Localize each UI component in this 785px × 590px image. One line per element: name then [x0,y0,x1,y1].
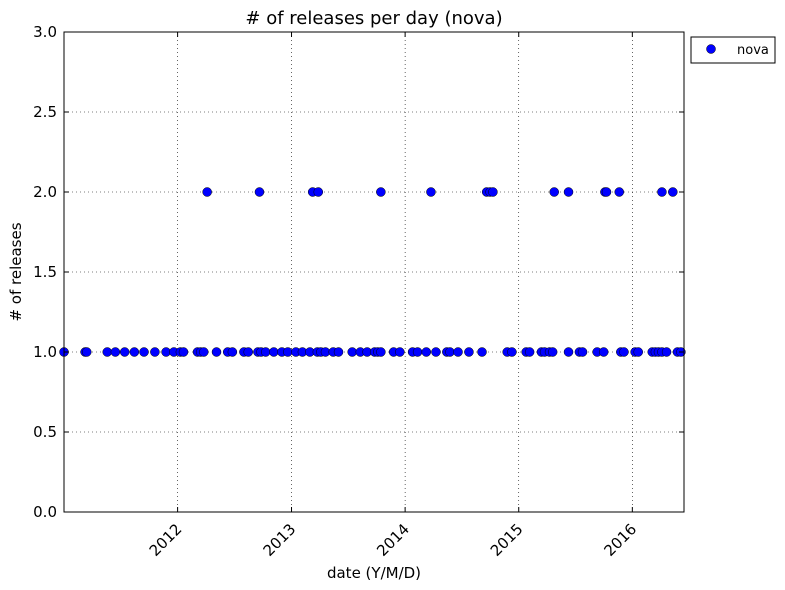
data-point [198,347,209,357]
x-tick-label: 2013 [260,520,300,560]
legend: nova [690,36,776,64]
data-point [119,347,130,357]
legend-label-nova: nova [737,43,769,58]
data-point [333,347,344,357]
chart-title: # of releases per day (nova) [245,8,502,29]
data-point [412,347,423,357]
data-point [563,347,574,357]
data-point [668,187,678,197]
axis-ticks: 0.0 0.5 1.0 1.5 2.0 2.5 3.0 2012 2013 2014 2015 201… [33,23,684,560]
y-tick-label: 1.5 [33,263,57,281]
data-point [129,347,140,357]
data-point [150,347,160,357]
y-tick-label: 1.0 [33,343,57,361]
data-point [313,187,324,197]
data-point [619,347,629,357]
data-point [661,347,672,357]
data-point [139,347,149,357]
x-tick-label: 2016 [600,520,640,560]
data-point [376,187,386,197]
legend-box [690,36,776,64]
y-tick-label: 2.5 [33,103,57,121]
data-point [445,347,455,357]
x-axis-label: date (Y/M/D) [327,564,421,582]
y-tick-label: 0.0 [33,503,57,521]
data-point [601,187,612,197]
data-point [269,347,279,357]
data-point [657,187,667,197]
data-point [464,347,474,357]
y-axis-label: # of releases [7,222,25,321]
y-tick-label: 3.0 [33,23,57,41]
data-point [507,347,517,357]
data-point [243,347,254,357]
data-point [254,187,265,197]
data-point [614,187,625,197]
data-point [227,347,238,357]
data-point [488,187,498,197]
data-point [81,347,92,357]
data-point [547,347,558,357]
data-point [563,187,574,197]
x-tick-label: 2014 [373,520,413,560]
legend-marker [706,44,716,54]
data-point [633,347,643,357]
x-tick-label: 2012 [146,520,186,560]
data-point [376,347,386,357]
data-point [477,347,487,357]
data-point [260,347,271,357]
grid [64,32,684,512]
data-point [426,187,436,197]
data-point [102,347,113,357]
data-point [211,347,222,357]
data-point [347,347,357,357]
data-point [283,347,293,357]
data-point [453,347,463,357]
data-point [431,347,441,357]
data-points [59,187,686,357]
data-point [549,187,559,197]
data-point [178,347,189,357]
data-point [421,347,432,357]
data-point [577,347,588,357]
data-point [202,187,212,197]
y-tick-label: 0.5 [33,423,57,441]
data-point [395,347,405,357]
y-tick-label: 2.0 [33,183,57,201]
data-point [598,347,609,357]
data-point [110,347,121,357]
data-point [524,347,535,357]
x-tick-label: 2015 [487,520,527,560]
